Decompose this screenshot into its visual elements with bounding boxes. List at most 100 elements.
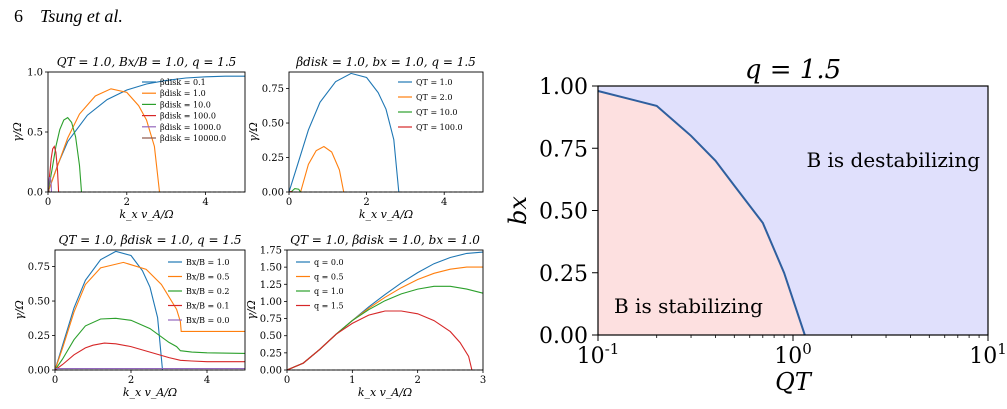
chart-title: QT = 1.0, βdisk = 1.0, bx = 1.0 [290,233,480,247]
y-tick-label: 0.25 [28,331,50,342]
y-tick-label: 0.00 [260,366,282,377]
y-axis-label: γ/Ω [13,300,26,319]
series-line [54,261,245,371]
y-tick-label: 0.75 [28,262,50,273]
legend-entry: βdisk = 1000.0 [160,123,221,132]
series-line [290,188,302,193]
chart-title: βdisk = 1.0, bx = 1.0, q = 1.5 [295,55,476,69]
y-tick-label: 1.75 [260,246,282,257]
x-tick-label: 4 [204,375,210,386]
legend-entry: βdisk = 0.1 [160,78,206,87]
x-axis-label: k_x v_A/Ω [119,208,173,221]
legend-entry: QT = 10.0 [416,108,458,117]
x-tick-label: 4 [202,197,208,208]
y-tick-label: 1.0 [27,68,43,79]
legend-entry: Bx/B = 0.1 [186,302,229,311]
legend-entry: Bx/B = 0.5 [186,273,229,282]
x-tick-label: 100 [774,340,812,369]
legend-entry: q = 0.5 [314,273,344,282]
legend-entry: βdisk = 10000.0 [160,134,226,143]
y-tick-label: 0.50 [28,297,50,308]
chart-panel-phase-diagram: q = 1.5 0.00 0.25 0.50 0.75 1.00 10-1 100 101 QT b… [504,55,1007,396]
axes-frame [288,71,484,193]
stability-boundary-line [597,90,806,336]
legend-entry: Bx/B = 0.2 [186,287,229,296]
y-tick-label: 0.75 [260,314,282,325]
legend-entry: βdisk = 100.0 [160,112,216,121]
x-axis-label: QT [775,368,813,396]
legend-entry: Bx/B = 0.0 [186,316,229,325]
series-line [288,72,400,193]
legend: βdisk = 0.1 βdisk = 1.0 βdisk = 10.0 βdisk … [142,78,226,143]
legend-entry: q = 1.0 [314,287,344,296]
x-axis-label: k_x v_A/Ω [358,386,412,399]
running-head-authors: Tsung et al. [40,6,123,26]
legend-entry: QT = 100.0 [416,123,463,132]
series-line [286,266,483,371]
legend-entry: QT = 1.0 [416,78,452,87]
x-tick-label: 1 [349,375,355,386]
y-tick-label: 0.25 [539,262,588,287]
region-label-stabilizing: B is stabilizing [614,294,763,318]
chart-panel-1: QT = 1.0, Bx/B = 1.0, q = 1.5 0 2 4 0.0 0.5 1.… [11,55,246,221]
chart-title: QT = 1.0, βdisk = 1.0, q = 1.5 [59,233,242,247]
series-line [47,75,245,193]
y-axis-label: bx [504,196,532,225]
x-tick-label: 10-1 [577,340,620,369]
y-tick-label: 0.00 [539,324,588,349]
y-tick-label: 1.25 [260,280,282,291]
y-tick-label: 0.00 [28,366,50,377]
x-tick-label: 4 [441,197,447,208]
series-line [47,88,161,193]
x-tick-label: 0 [45,197,51,208]
y-axis-label: γ/Ω [247,122,260,141]
y-tick-label: 0.75 [262,84,284,95]
x-tick-label: 2 [128,375,134,386]
axes-frame [286,249,484,371]
x-axis-label: k_x v_A/Ω [123,386,177,399]
y-tick-label: 1.50 [260,263,282,274]
x-axis-label: k_x v_A/Ω [359,208,413,221]
region-label-destabilizing: B is destabilizing [806,148,980,172]
y-tick-label: 0.50 [262,119,284,130]
y-tick-label: 0.0 [27,188,43,199]
y-tick-label: 1.00 [260,297,282,308]
series-line [47,145,60,193]
legend: Bx/B = 1.0 Bx/B = 0.5 Bx/B = 0.2 Bx/B = 0.1… [168,258,229,325]
chart-panel-2: βdisk = 1.0, bx = 1.0, q = 1.5 0 2 4 0.00 0.2… [247,55,484,221]
series-line [47,116,83,193]
x-tick-label: 2 [124,197,130,208]
y-tick-label: 0.50 [260,331,282,342]
series-line [300,145,345,193]
x-tick-label: 2 [414,375,420,386]
chart-panel-4: QT = 1.0, βdisk = 1.0, bx = 1.0 0 1 2 3 0.00 0… [245,233,486,399]
series-line [47,177,53,193]
x-tick-label: 0 [284,375,290,386]
y-tick-label: 0.00 [262,188,284,199]
x-tick-label: 2 [363,197,369,208]
series-line [54,317,246,371]
y-tick-label: 0.5 [27,128,43,139]
legend-entry: q = 0.0 [314,258,344,267]
y-axis-label: γ/Ω [11,122,24,141]
legend-entry: βdisk = 10.0 [160,100,211,109]
series-line [54,250,164,371]
y-tick-label: 0.50 [539,200,588,225]
legend-entry: βdisk = 1.0 [160,89,206,98]
y-axis-label: γ/Ω [245,300,258,319]
legend-entry: QT = 2.0 [416,93,452,102]
x-tick-label: 0 [52,375,58,386]
series-line [286,310,473,371]
chart-title: q = 1.5 [745,55,841,85]
chart-panel-3: QT = 1.0, βdisk = 1.0, q = 1.5 0 2 4 0.00 0.2… [13,233,246,399]
page-number: 6 [14,6,23,26]
series-line [286,285,484,371]
y-tick-label: 0.75 [539,137,588,162]
region-stabilizing [598,91,805,335]
y-tick-label: 0.25 [262,153,284,164]
y-tick-label: 0.25 [260,348,282,359]
x-tick-label: 3 [480,375,486,386]
axes-frame [54,249,246,371]
